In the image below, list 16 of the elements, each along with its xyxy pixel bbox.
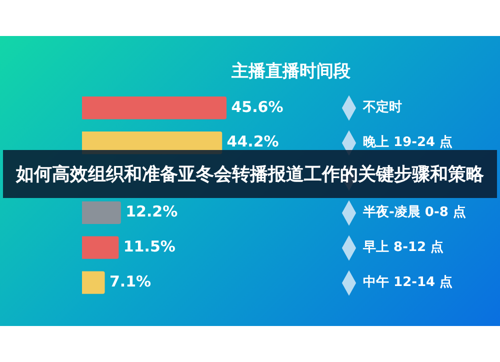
data-label: 12.2% (126, 202, 178, 221)
y-tick-label: 不定时 (362, 99, 402, 116)
data-label: 44.2% (226, 132, 279, 151)
bar (82, 236, 119, 259)
data-label: 11.5% (123, 237, 176, 256)
y-tick-label: 中午 12-14 点 (363, 274, 453, 290)
y-tick-label: 早上 8-12 点 (362, 238, 444, 255)
bar (82, 271, 105, 294)
data-label: 7.1% (109, 272, 152, 290)
annotation: 如何高效组织和准备亚冬会转播报道工作的关键步骤和策略 (3, 150, 497, 198)
bar (82, 201, 121, 224)
text: 主播直播时间段 (230, 62, 352, 82)
data-label: 45.6% (231, 98, 284, 116)
y-tick-label: 晚上 19-24 点 (363, 134, 453, 150)
bar (82, 96, 227, 120)
y-tick-label: 半夜-凌晨 0-8 点 (362, 204, 466, 220)
